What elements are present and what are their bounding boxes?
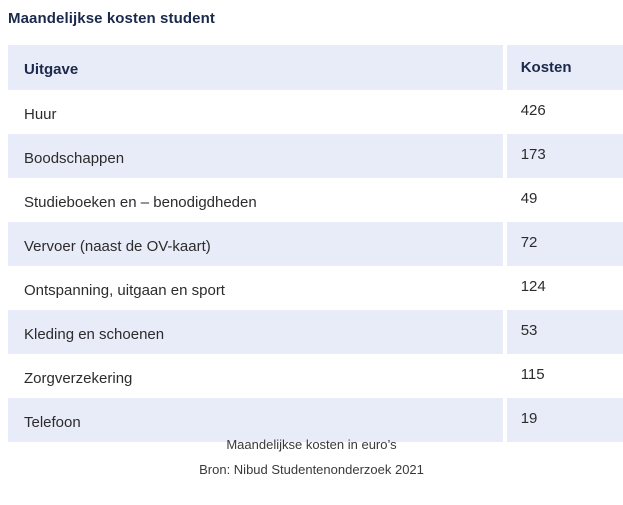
- row-cost: 53: [506, 310, 623, 354]
- table-row: Vervoer (naast de OV-kaart) 72: [8, 222, 623, 266]
- table-title: Maandelijkse kosten student: [8, 10, 215, 27]
- row-cost: 115: [506, 354, 623, 398]
- row-item: Kleding en schoenen: [8, 310, 503, 354]
- table-row: Boodschappen 173: [8, 134, 623, 178]
- row-item: Vervoer (naast de OV-kaart): [8, 222, 503, 266]
- row-item: Zorgverzekering: [8, 354, 503, 398]
- row-cost: 426: [506, 90, 623, 134]
- table-row: Telefoon 19: [8, 398, 623, 442]
- source-note: Bron: Nibud Studentenonderzoek 2021: [199, 462, 424, 477]
- table-row: Studieboeken en – benodigdheden 49: [8, 178, 623, 222]
- header-kosten: Kosten: [506, 45, 623, 90]
- table-header-row: Uitgave Kosten: [8, 45, 623, 90]
- row-cost: 72: [506, 222, 623, 266]
- row-item: Boodschappen: [8, 134, 503, 178]
- table-row: Ontspanning, uitgaan en sport 124: [8, 266, 623, 310]
- row-item: Studieboeken en – benodigdheden: [8, 178, 503, 222]
- row-cost: 49: [506, 178, 623, 222]
- row-item: Ontspanning, uitgaan en sport: [8, 266, 503, 310]
- row-item: Telefoon: [8, 398, 503, 442]
- table-caption: Maandelijkse kosten in euro’s: [226, 437, 397, 452]
- table-row: Zorgverzekering 115: [8, 354, 623, 398]
- row-cost: 173: [506, 134, 623, 178]
- table-row: Huur 426: [8, 90, 623, 134]
- row-cost: 124: [506, 266, 623, 310]
- row-cost: 19: [506, 398, 623, 442]
- header-uitgave: Uitgave: [8, 45, 503, 90]
- cost-table: Uitgave Kosten Huur 426 Boodschappen 173…: [8, 45, 623, 442]
- table-row: Kleding en schoenen 53: [8, 310, 623, 354]
- row-item: Huur: [8, 90, 503, 134]
